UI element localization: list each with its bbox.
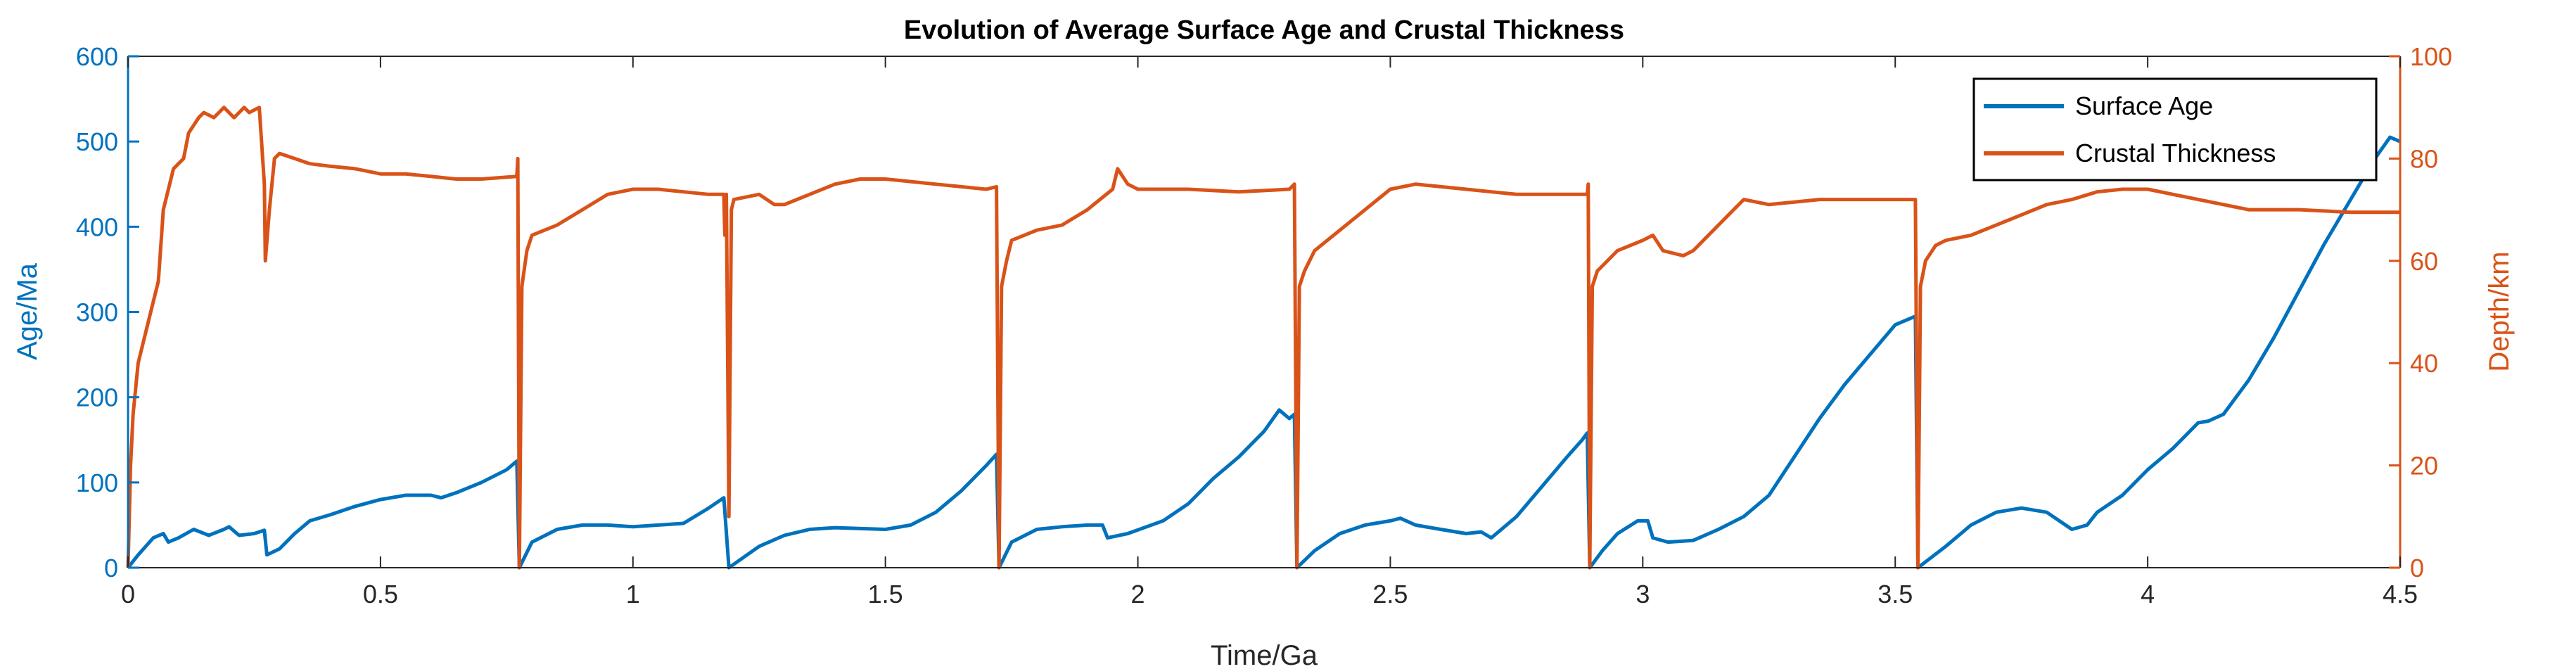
legend-label-crustal-thickness: Crustal Thickness [2075,139,2276,167]
series-line-surface-age [127,135,2401,570]
chart-title: Evolution of Average Surface Age and Cru… [904,15,1624,45]
x-tick-label: 3 [1635,580,1650,609]
right-y-tick-label: 60 [2410,247,2438,276]
right-y-tick-label: 40 [2410,349,2438,378]
legend-label-surface-age: Surface Age [2075,91,2213,120]
left-y-tick-label: 400 [76,212,118,241]
left-y-axis-label: Age/Ma [12,262,43,360]
left-y-tick-label: 200 [76,383,118,412]
x-tick-label: 0.5 [363,580,398,609]
left-y-tick-label: 0 [104,554,118,582]
x-tick-label: 4 [2141,580,2155,609]
x-tick-label: 3.5 [1877,580,1913,609]
left-y-axis-ticks: 0 100 200 300 400 500 600 [76,42,139,582]
left-y-tick-label: 500 [76,127,118,156]
x-tick-label: 1.5 [868,580,903,609]
legend: Surface Age Crustal Thickness [1972,77,2378,181]
left-y-tick-label: 100 [76,469,118,497]
series-layer [126,106,2401,570]
series-line-crustal-thickness [126,106,2400,570]
x-tick-label: 2 [1131,580,1145,609]
right-y-axis-ticks: 0 20 40 60 80 100 [2389,42,2452,582]
x-axis-ticks: 0 0.5 1 1.5 2 2.5 3 3.5 4 4.5 [121,56,2418,609]
x-axis-label: Time/Ga [1211,640,1318,669]
right-y-axis-label: Depth/km [2484,251,2515,371]
left-y-tick-label: 300 [76,298,118,327]
x-tick-label: 1 [626,580,640,609]
right-y-tick-label: 0 [2410,554,2424,582]
x-tick-label: 4.5 [2383,580,2418,609]
legend-box [1972,77,2378,181]
right-y-tick-label: 80 [2410,144,2438,173]
right-y-tick-label: 100 [2410,42,2452,71]
left-y-tick-label: 600 [76,42,118,71]
x-tick-label: 2.5 [1372,580,1408,609]
right-y-tick-label: 20 [2410,452,2438,480]
x-tick-label: 0 [121,580,135,609]
